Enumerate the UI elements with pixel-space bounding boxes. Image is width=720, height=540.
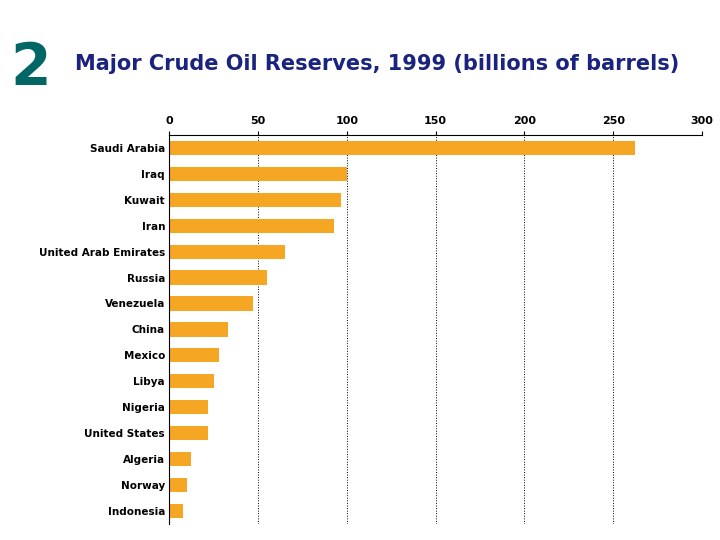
Bar [169, 167, 347, 181]
Text: 2: 2 [10, 40, 51, 97]
Text: Major Crude Oil Reserves, 1999 (billions of barrels): Major Crude Oil Reserves, 1999 (billions… [75, 54, 679, 75]
Bar [169, 322, 228, 336]
Bar [169, 271, 267, 285]
Bar [169, 452, 191, 466]
Bar [169, 193, 341, 207]
Bar [169, 296, 253, 310]
Bar [169, 426, 208, 440]
Bar [169, 374, 214, 388]
Bar [169, 245, 284, 259]
Bar [169, 400, 208, 414]
Bar [169, 478, 187, 492]
Bar [169, 504, 184, 518]
Bar [169, 219, 334, 233]
Bar [169, 348, 219, 362]
Bar [169, 141, 634, 155]
